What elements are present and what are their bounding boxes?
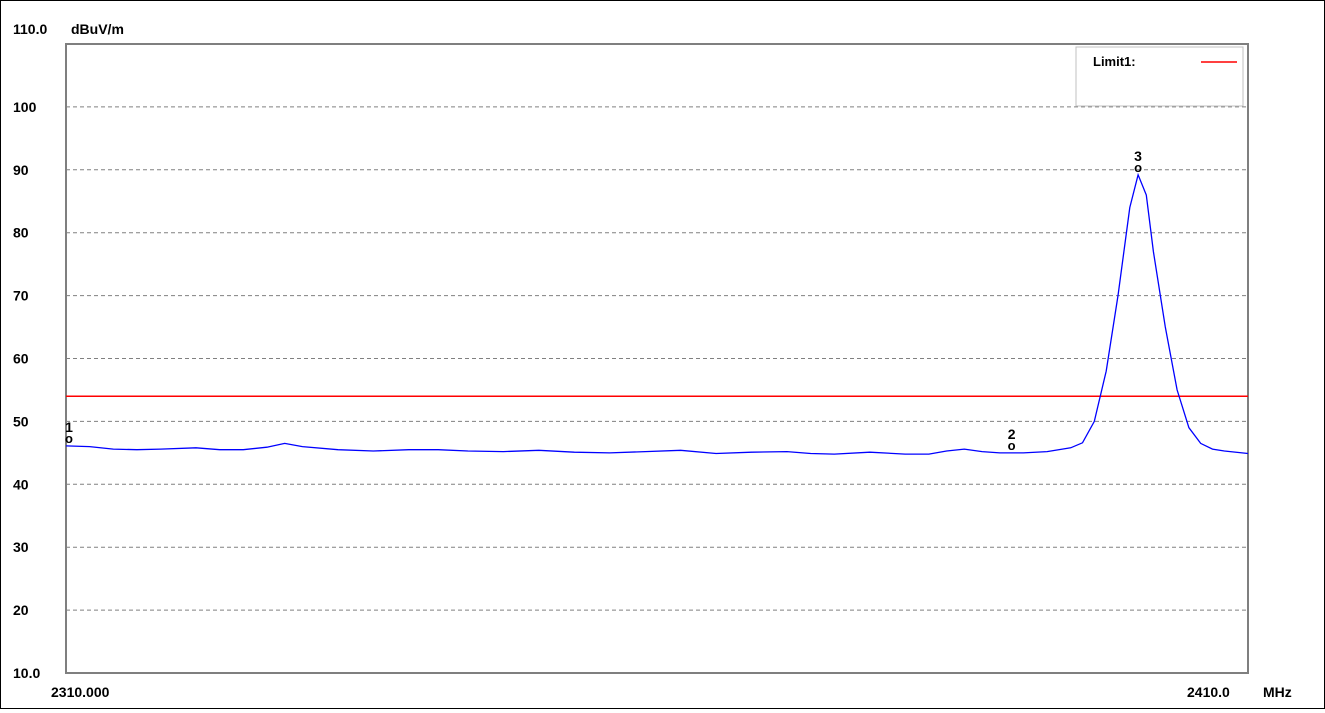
marker-point-3: o [1134,160,1142,175]
legend-box [1075,46,1244,107]
y-tick-label: 20 [13,602,29,618]
y-axis-unit-label: dBuV/m [71,21,124,37]
y-tick-labels: 100 90 80 70 60 50 40 30 20 10.0 [13,99,40,681]
marker-label-2: 2 [1008,426,1016,442]
y-tick-label: 80 [13,225,29,241]
legend: Limit1: [1075,46,1244,107]
x-axis-start-label: 2310.000 [51,684,110,700]
x-axis-end-label: 2410.0 [1187,684,1230,700]
y-axis-top-label: 110.0 [13,21,47,37]
y-tick-label: 60 [13,351,29,367]
y-tick-label: 30 [13,539,29,555]
y-tick-label: 90 [13,162,29,178]
marker-point-1: o [65,431,73,446]
marker-label-3: 3 [1134,148,1142,164]
marker-point-2: o [1008,438,1016,453]
legend-label-limit1: Limit1: [1093,54,1136,69]
y-tick-label: 70 [13,288,29,304]
y-tick-label: 50 [13,413,29,429]
y-tick-label: 40 [13,476,29,492]
x-axis-unit-label: MHz [1263,684,1292,700]
y-tick-label: 10.0 [13,665,40,681]
marker-label-1: 1 [65,419,73,435]
y-tick-label: 100 [13,99,37,115]
grid-lines [66,106,1248,611]
series-line [65,172,1249,455]
